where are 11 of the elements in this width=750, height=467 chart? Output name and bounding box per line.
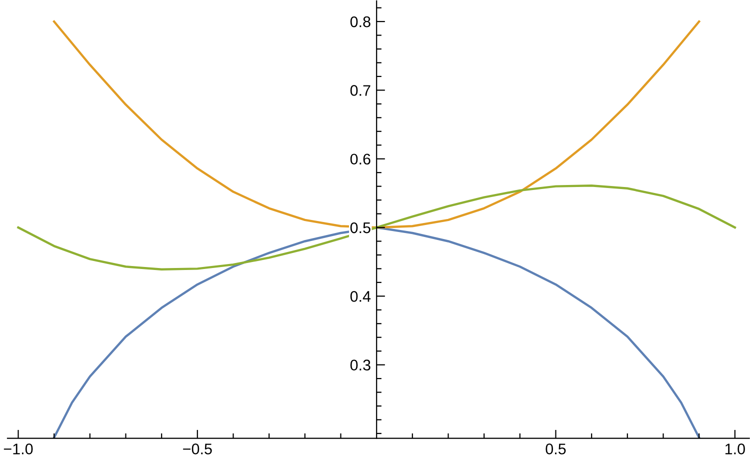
x-tick-label: −0.5 [183,444,212,454]
y-tick-label: 0.5 [350,222,370,234]
line-series [17,184,736,270]
y-tick-label: 0.6 [350,154,370,165]
y-tick-label: 0.7 [350,85,370,96]
x-tick-label: 0.5 [546,444,566,454]
x-tick-label: 1.0 [725,444,745,454]
x-tick-label: −1.0 [4,444,33,454]
y-tick-label: 0.8 [350,16,370,28]
y-tick-label: 0.4 [350,291,371,302]
y-tick-label: 0.3 [350,360,370,371]
